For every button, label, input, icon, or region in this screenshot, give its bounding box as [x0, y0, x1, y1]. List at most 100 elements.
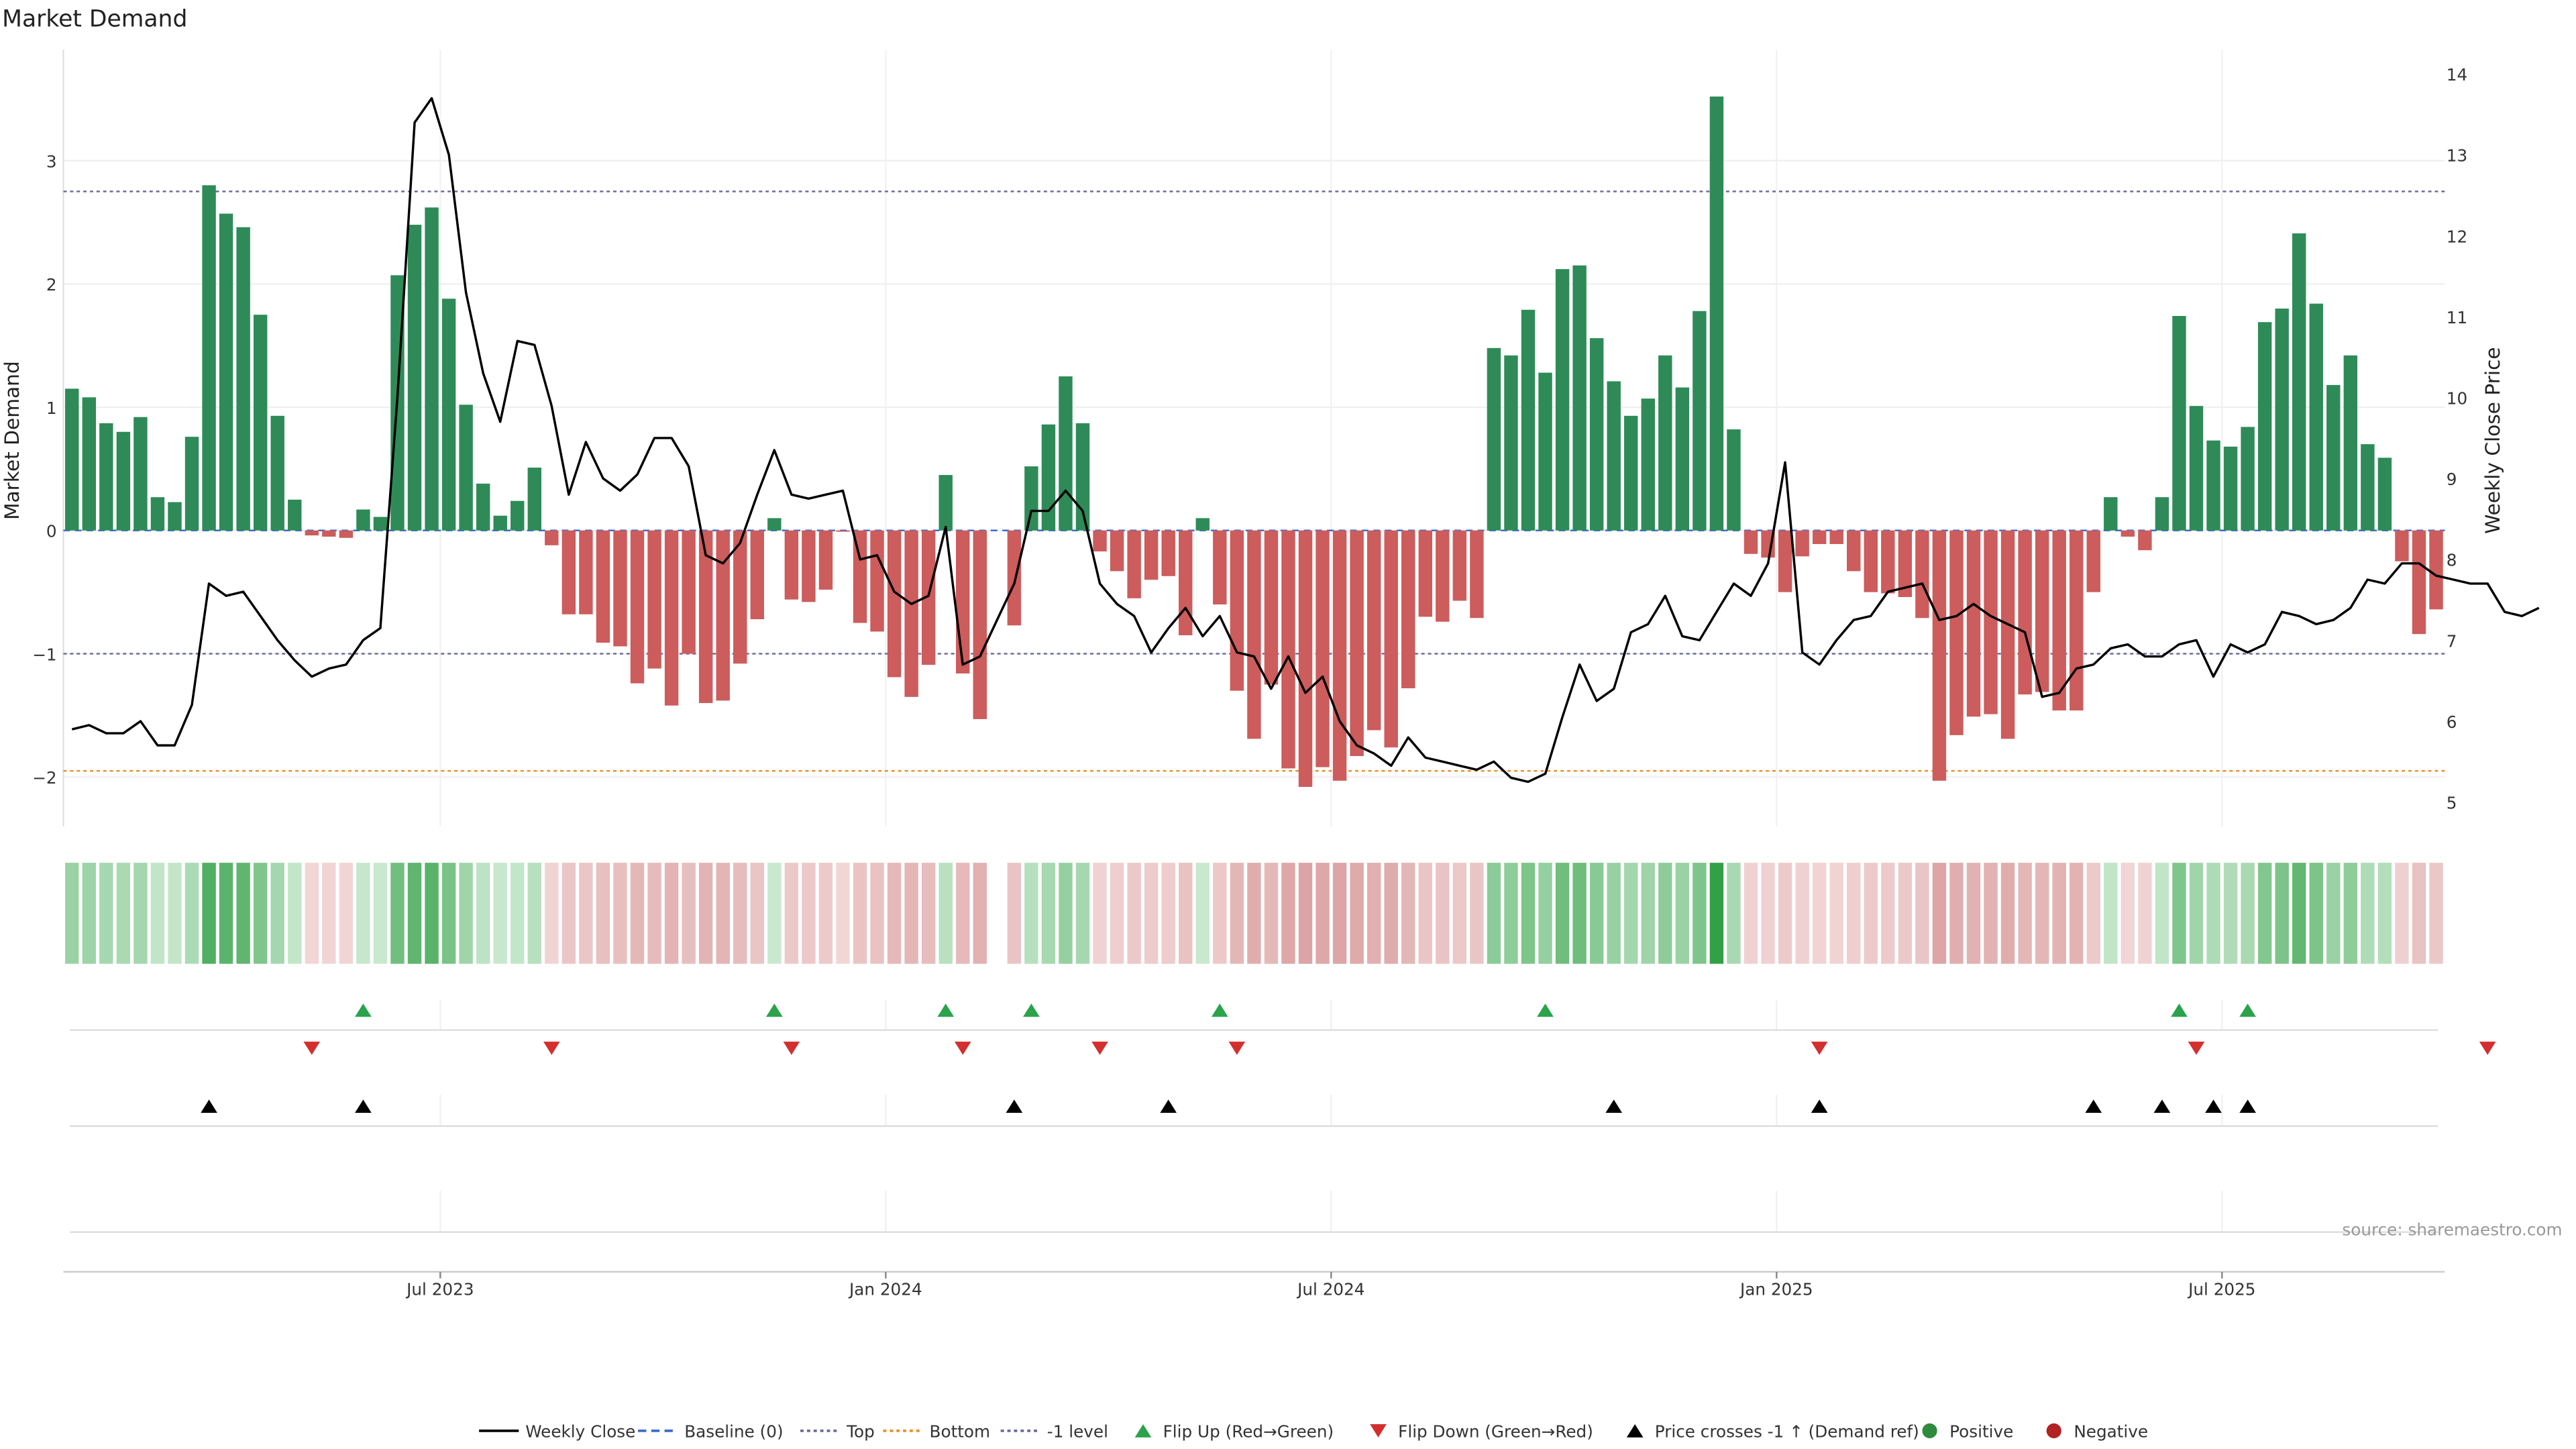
demand-bar	[2104, 497, 2118, 531]
flip-down-marker	[303, 1041, 321, 1055]
heat-cell	[1915, 863, 1929, 964]
heat-cell	[1624, 863, 1638, 964]
heat-cell	[1298, 863, 1313, 964]
demand-bar	[2172, 316, 2186, 531]
demand-bar	[1452, 530, 1467, 601]
heat-cell	[1795, 863, 1809, 964]
demand-bar	[1778, 530, 1792, 592]
flip-up-marker	[1537, 1003, 1554, 1017]
demand-bar	[613, 530, 627, 647]
heat-cell	[1864, 863, 1878, 964]
demand-bar	[1847, 530, 1861, 572]
heat-cell	[1829, 863, 1843, 964]
y2-tick-label: 14	[2447, 65, 2467, 85]
heat-cell	[1075, 863, 1090, 964]
demand-bar	[767, 518, 782, 531]
heat-cell	[2172, 863, 2186, 964]
demand-bar	[596, 530, 610, 643]
demand-bar	[2070, 530, 2084, 711]
heat-cell	[1932, 863, 1947, 964]
price-cross-marker	[2153, 1099, 2171, 1113]
demand-bar	[1709, 96, 1724, 531]
y2-tick-label: 12	[2447, 227, 2467, 246]
legend-item: Weekly Close	[479, 1422, 635, 1442]
price-line-layer	[71, 97, 2540, 784]
legend-swatch	[1370, 1424, 1387, 1438]
heat-cell	[818, 863, 833, 964]
heat-cell	[1538, 863, 1552, 964]
heat-cell	[2189, 863, 2204, 964]
demand-bar	[441, 299, 456, 531]
demand-bar	[1966, 530, 1981, 717]
heat-cell	[613, 863, 627, 964]
heat-cell	[1316, 863, 1330, 964]
heat-cell	[1898, 863, 1913, 964]
demand-bar	[904, 530, 918, 697]
legend-item: Negative	[2046, 1422, 2148, 1442]
demand-bar	[1436, 530, 1450, 622]
heat-cell	[2309, 863, 2323, 964]
flip-down-marker	[2188, 1041, 2205, 1055]
heat-cell	[1452, 863, 1467, 964]
flip-up-marker	[355, 1003, 372, 1017]
heat-cell	[1332, 863, 1347, 964]
demand-bar	[2138, 530, 2152, 551]
legend-label: Flip Down (Green→Red)	[1398, 1422, 1593, 1442]
y2-tick-label: 13	[2447, 146, 2467, 166]
demand-bar	[1881, 530, 1895, 594]
heat-cell	[1179, 863, 1193, 964]
demand-bar	[2206, 440, 2220, 531]
legend-item: Flip Up (Red→Green)	[1134, 1422, 1334, 1442]
heat-cell	[1812, 863, 1827, 964]
heat-cell	[236, 863, 250, 964]
y2-tick-label: 5	[2447, 794, 2457, 813]
demand-bar	[1607, 381, 1621, 531]
heat-cell	[1366, 863, 1381, 964]
demand-bar	[1538, 372, 1552, 531]
heat-cell	[904, 863, 918, 964]
heat-cell	[1966, 863, 1981, 964]
demand-bar	[1812, 530, 1827, 544]
legend-label: Price crosses -1 ↑ (Demand ref)	[1655, 1422, 1919, 1442]
demand-bar	[1179, 530, 1193, 635]
heat-cell	[1572, 863, 1587, 964]
flip-up-marker	[937, 1003, 955, 1017]
heat-cell	[1350, 863, 1364, 964]
heat-cell	[630, 863, 645, 964]
flip-down-marker	[543, 1041, 560, 1055]
demand-bar	[2395, 530, 2409, 561]
demand-bar	[511, 500, 525, 531]
demand-bar	[1093, 530, 1107, 552]
heat-cell	[459, 863, 473, 964]
heat-cell	[579, 863, 593, 964]
heat-cell	[476, 863, 490, 964]
legend-label: Negative	[2074, 1422, 2148, 1442]
heat-cell	[1401, 863, 1415, 964]
demand-bar	[561, 530, 576, 614]
heat-cell	[716, 863, 730, 964]
heat-cell	[511, 863, 525, 964]
demand-bar	[630, 530, 645, 684]
demand-bar	[836, 530, 850, 532]
heat-cell	[1213, 863, 1227, 964]
demand-bar	[853, 530, 867, 623]
heat-cell	[2361, 863, 2375, 964]
demand-bar	[1572, 265, 1587, 531]
heat-cell	[1641, 863, 1655, 964]
heat-cell	[836, 863, 850, 964]
price-cross-marker	[2085, 1099, 2102, 1113]
heat-cell	[1487, 863, 1501, 964]
y2-tick-label: 9	[2447, 470, 2457, 489]
demand-bar	[2377, 458, 2392, 531]
demand-bar	[1230, 530, 1244, 691]
demand-bar	[1984, 530, 1998, 714]
heat-cell	[1418, 863, 1432, 964]
demand-bar	[2223, 446, 2238, 531]
legend-label: Top	[846, 1422, 875, 1442]
demand-bar	[1641, 398, 1655, 531]
demand-bar	[168, 502, 182, 531]
demand-bar	[1350, 530, 1364, 757]
legend-item: Flip Down (Green→Red)	[1370, 1422, 1593, 1442]
flip-up-marker	[2171, 1003, 2188, 1017]
